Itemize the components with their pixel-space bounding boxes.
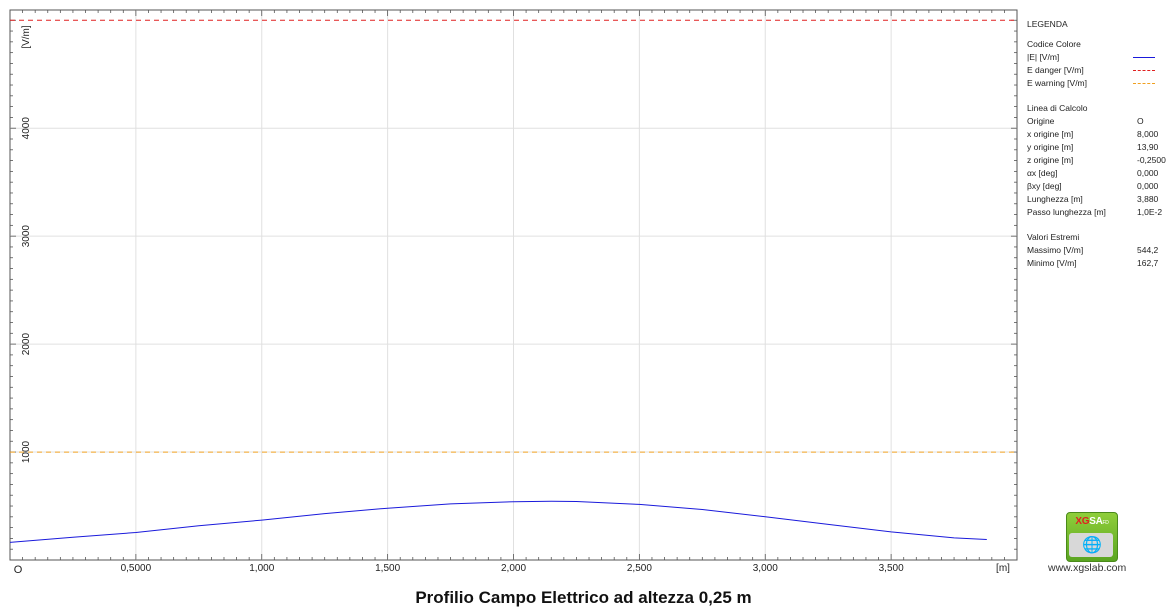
legend-row-label: Passo lunghezza [m] [1027,207,1106,217]
axis-labels: 0,5000 1,000 1,500 2,000 2,500 3,000 3,500 1000… [14,25,1010,576]
legend-row: Massimo [V/m] 544,2 [1027,244,1167,257]
legend-row-label: βxy [deg] [1027,181,1062,191]
color-code-header: Codice Colore [1027,39,1081,49]
extremes-header: Valori Estremi [1027,232,1080,242]
legend-row: Lunghezza [m] 3,880 [1027,193,1167,206]
legend-entry-label: E danger [V/m] [1027,65,1084,75]
logo-text: XGSAFD [1075,516,1109,527]
xgsa-logo: XGSAFD 🌐 [1066,512,1118,562]
legend-row-label: Massimo [V/m] [1027,245,1084,255]
y-axis-label: [V/m] [21,25,32,49]
legend-row-value: 544,2 [1137,245,1159,255]
y-tick-label: 4000 [21,117,32,140]
x-tick-label: 0,5000 [121,563,152,574]
legend-row: βxy [deg] 0,000 [1027,180,1167,193]
legend-entry-label: |E| [V/m] [1027,52,1060,62]
chart-caption: Profilio Campo Elettrico ad altezza 0,25… [415,588,752,607]
y-tick-label: 3000 [21,225,32,248]
legend-entry: |E| [V/m] [1027,51,1167,64]
chart-plot: 0,5000 1,000 1,500 2,000 2,500 3,000 3,500 1000… [9,9,1018,576]
legend-row-value: 1,0E-2 [1137,207,1163,217]
legend-row: z origine [m] -0,2500 [1027,154,1167,167]
calc-line-header: Linea di Calcolo [1027,103,1088,113]
x-tick-label: 2,000 [501,563,526,574]
x-tick-label: 1,500 [375,563,400,574]
x-axis-label: [m] [996,563,1010,574]
extreme-rows: Massimo [V/m] 544,2 Minimo [V/m] 162,7 [1027,244,1167,270]
legend-entry-label: E warning [V/m] [1027,78,1087,88]
legend-row-label: αx [deg] [1027,168,1058,178]
legend-row-label: Origine [1027,116,1055,126]
legend-row-value: 162,7 [1137,258,1159,268]
legend-panel: LEGENDA Codice Colore |E| [V/m] E danger… [1027,18,1167,270]
website-link[interactable]: www.xgslab.com [1048,562,1127,574]
legend-entry: E warning [V/m] [1027,77,1167,90]
y-tick-label: 2000 [21,333,32,356]
series-lines [9,19,1017,543]
legend-row-value: 3,880 [1137,194,1159,204]
origin-label: O [14,564,23,576]
legend-row-value: 8,000 [1137,129,1159,139]
x-tick-label: 3,000 [753,563,778,574]
series-line-e-field [9,500,987,543]
legend-row-label: Minimo [V/m] [1027,258,1077,268]
legend-row: y origine [m] 13,90 [1027,141,1167,154]
grid [9,9,1018,561]
legend-row: Minimo [V/m] 162,7 [1027,257,1167,270]
legend-row: αx [deg] 0,000 [1027,167,1167,180]
legend-row-label: z origine [m] [1027,155,1074,165]
legend-entry: E danger [V/m] [1027,64,1167,77]
legend-swatch-warning [1133,83,1155,88]
legend-row-value: 13,90 [1137,142,1159,152]
axis-ticks [10,10,1018,560]
legend-swatch-solid [1133,57,1155,62]
x-tick-label: 2,500 [627,563,652,574]
globe-icon: 🌐 [1082,537,1102,554]
legend-row-value: -0,2500 [1137,155,1166,165]
x-tick-label: 3,500 [879,563,904,574]
legend-row-label: x origine [m] [1027,129,1074,139]
legend-title: LEGENDA [1027,19,1068,29]
legend-row-label: Lunghezza [m] [1027,194,1083,204]
legend-row-value: O [1137,116,1144,126]
legend-row-value: 0,000 [1137,181,1159,191]
y-tick-label: 1000 [21,440,32,463]
legend-row: x origine [m] 8,000 [1027,128,1167,141]
legend-row: Passo lunghezza [m] 1,0E-2 [1027,206,1167,219]
legend-swatch-danger [1133,70,1155,75]
legend-row-label: y origine [m] [1027,142,1074,152]
legend-row: Origine O [1027,115,1167,128]
legend-row-value: 0,000 [1137,168,1159,178]
x-tick-label: 1,000 [249,563,274,574]
